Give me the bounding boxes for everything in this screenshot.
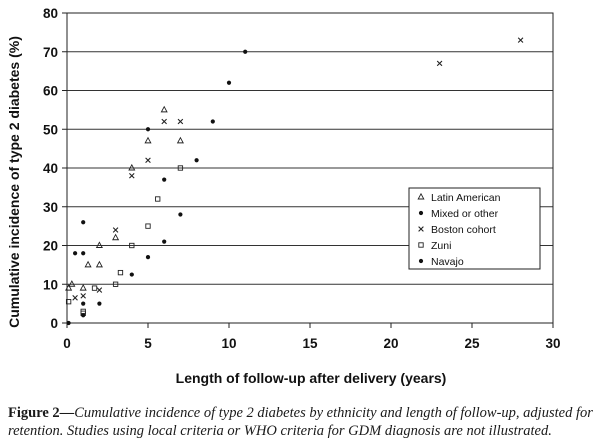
boston-cohort-point: [436, 60, 443, 67]
mixed-or-other-point: [162, 177, 167, 182]
mixed-or-other-point: [145, 255, 151, 260]
mixed-or-other-point: [178, 212, 183, 217]
boston-cohort-point: [129, 172, 135, 179]
latin-american-point: [79, 283, 87, 291]
legend: Latin American Mixed or other Boston cohor…: [408, 187, 541, 270]
boston-cohort-point: [177, 118, 184, 125]
boston-cohort-point: [80, 293, 86, 299]
latin-american-point: [176, 136, 184, 144]
y-tick-label: 50: [43, 122, 58, 137]
mixed-or-other-point: [81, 251, 86, 256]
x-tick-label: 10: [221, 336, 236, 351]
y-tick-label: 30: [43, 200, 58, 215]
data-points: [65, 37, 524, 326]
y-tick-label: 0: [50, 316, 58, 331]
latin-american-point: [95, 260, 103, 268]
y-tick-label: 40: [43, 161, 58, 176]
mixed-or-other-point: [73, 251, 78, 256]
caption-label: Figure 2—: [8, 405, 75, 421]
mixed-or-other-point: [162, 239, 167, 244]
legend-marker-mixed-or-other: [418, 210, 424, 216]
mixed-or-other-point: [97, 301, 102, 306]
zuni-point: [155, 196, 161, 202]
mixed-or-other-point: [129, 272, 134, 277]
legend-marker-latin-american: [417, 192, 425, 200]
mixed-or-other-point: [81, 301, 86, 306]
boston-cohort-point: [112, 227, 119, 233]
legend-marker-boston-cohort: [418, 226, 424, 232]
y-tick-label: 60: [43, 84, 58, 99]
y-tick-label: 10: [43, 277, 58, 292]
x-axis-ticks: 0 5 10 15 20 25 30: [63, 323, 561, 351]
chart: 0 10 20 30 40 50 60 70 80 0 5 10 15 20 25 30 Cumulativ…: [6, 6, 561, 386]
y-axis-ticks: 0 10 20 30 40 50 60 70 80: [43, 6, 67, 331]
latin-american-point: [112, 233, 120, 241]
mixed-or-other-point: [243, 49, 248, 54]
legend-box: [408, 187, 541, 270]
y-tick-label: 20: [43, 239, 58, 254]
y-tick-label: 80: [43, 6, 58, 21]
boston-cohort-point: [96, 287, 103, 293]
mixed-or-other-point: [226, 80, 232, 85]
zuni-point: [145, 223, 151, 229]
latin-american-point: [128, 163, 136, 171]
mixed-or-other-point: [194, 158, 199, 163]
x-axis-label: Length of follow-up after delivery (year…: [176, 370, 447, 386]
boston-cohort-point: [72, 295, 78, 301]
legend-label-zuni: Zuni: [431, 240, 451, 252]
legend-marker-navajo: [418, 258, 424, 264]
x-tick-label: 25: [464, 336, 480, 351]
x-tick-label: 30: [545, 336, 560, 351]
boston-cohort-point: [161, 118, 167, 125]
y-axis-label: Cumulative incidence of type 2 diabetes …: [6, 36, 22, 328]
legend-label-mixed-or-other: Mixed or other: [431, 208, 499, 220]
boston-cohort-point: [517, 37, 524, 43]
x-tick-label: 5: [144, 336, 152, 351]
x-tick-label: 0: [63, 336, 71, 351]
latin-american-point: [65, 283, 73, 291]
boston-cohort-point: [145, 157, 151, 164]
navajo-point: [66, 320, 71, 326]
mixed-or-other-point: [81, 220, 86, 225]
legend-label-boston-cohort: Boston cohort: [431, 224, 496, 236]
latin-american-point: [68, 280, 76, 287]
zuni-point: [129, 242, 135, 249]
zuni-point: [112, 281, 119, 287]
latin-american-point: [84, 260, 92, 268]
caption-text: Cumulative incidence of type 2 diabetes …: [8, 405, 593, 439]
legend-label-navajo: Navajo: [431, 256, 464, 268]
figure-caption: Figure 2—Cumulative incidence of type 2 …: [8, 404, 596, 440]
x-tick-label: 15: [302, 336, 318, 351]
latin-american-point: [160, 105, 168, 113]
zuni-point: [65, 299, 72, 305]
zuni-point: [91, 285, 98, 291]
navajo-point: [81, 313, 86, 318]
legend-marker-zuni: [418, 242, 424, 248]
zuni-point: [117, 269, 124, 276]
x-tick-label: 20: [383, 336, 398, 351]
y-tick-label: 70: [43, 45, 58, 60]
latin-american-point: [144, 136, 152, 144]
zuni-point: [177, 165, 184, 171]
legend-label-latin-american: Latin American: [431, 192, 501, 204]
navajo-point: [145, 127, 151, 132]
mixed-or-other-point: [210, 119, 215, 124]
latin-american-point: [95, 241, 103, 248]
